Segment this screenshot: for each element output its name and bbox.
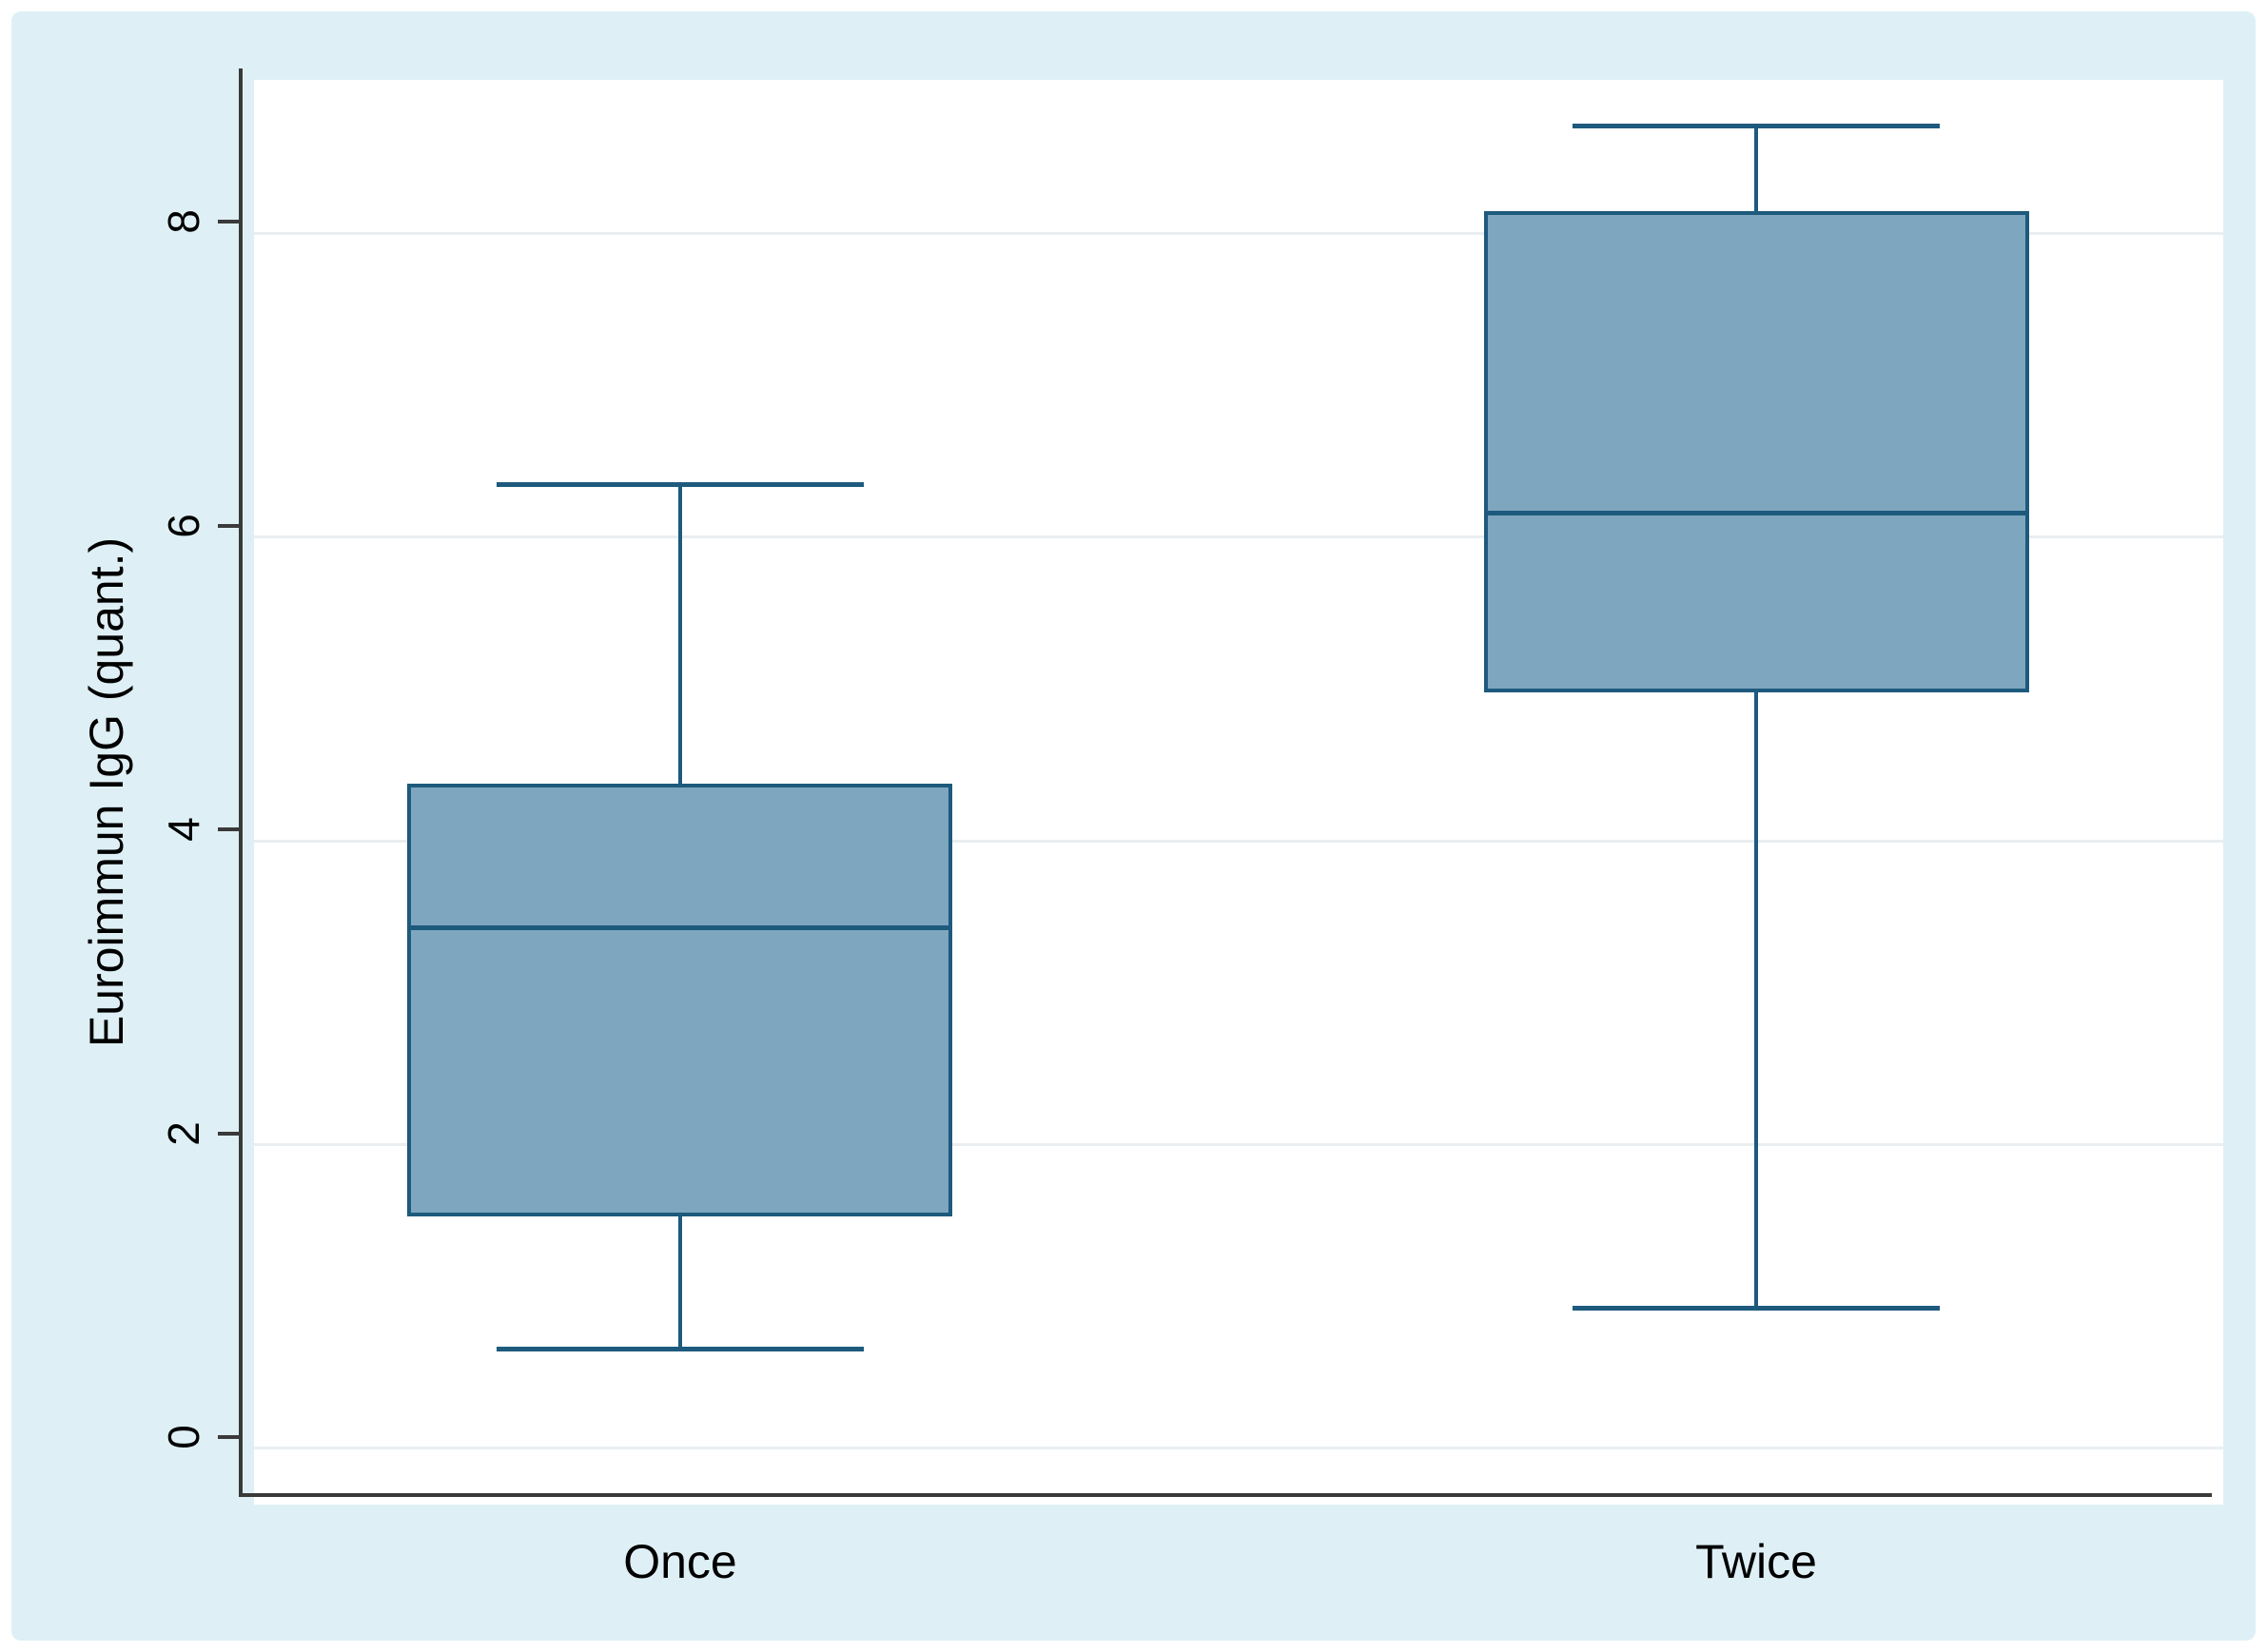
y-tick-label-0: 0 (159, 1425, 208, 1449)
gridline-y-0 (254, 1447, 2223, 1450)
gridline-y-2 (254, 1143, 2223, 1146)
y-axis-title-wrap: Euroimmun IgG (quant.) (49, 80, 164, 1505)
whisker-lower-line-once (677, 1216, 682, 1350)
y-axis-title: Euroimmun IgG (quant.) (80, 536, 134, 1048)
box-once (407, 784, 953, 1217)
whisker-upper-line-twice (1754, 126, 1758, 212)
gridline-y-6 (254, 535, 2223, 539)
whisker-lower-line-twice (1754, 692, 1758, 1309)
whisker-lower-cap-twice (1573, 1305, 1940, 1311)
gridline-y-4 (254, 839, 2223, 843)
y-tick-mark-6 (218, 523, 243, 528)
x-category-label-once: Once (623, 1535, 737, 1588)
whisker-upper-line-once (677, 484, 682, 785)
box-twice (1483, 211, 2029, 693)
y-tick-mark-8 (218, 220, 243, 224)
y-tick-mark-0 (218, 1434, 243, 1439)
y-tick-mark-4 (218, 827, 243, 832)
whisker-upper-cap-twice (1573, 124, 1940, 129)
x-axis-line (239, 1493, 2212, 1497)
y-tick-mark-2 (218, 1131, 243, 1136)
whisker-lower-cap-once (496, 1346, 864, 1351)
median-line-twice (1483, 511, 2029, 516)
x-category-label-twice: Twice (1695, 1535, 1817, 1588)
gridline-y-8 (254, 231, 2223, 235)
whisker-upper-cap-once (496, 482, 864, 488)
y-tick-label-6: 6 (159, 513, 208, 538)
y-tick-label-8: 8 (159, 209, 208, 235)
y-axis-line (239, 68, 243, 1497)
figure-panel: Euroimmun IgG (quant.) 0 2 4 6 8 Once Twice (11, 11, 2256, 1641)
y-tick-label-2: 2 (159, 1120, 208, 1146)
y-tick-label-4: 4 (159, 817, 208, 842)
median-line-once (407, 925, 953, 931)
